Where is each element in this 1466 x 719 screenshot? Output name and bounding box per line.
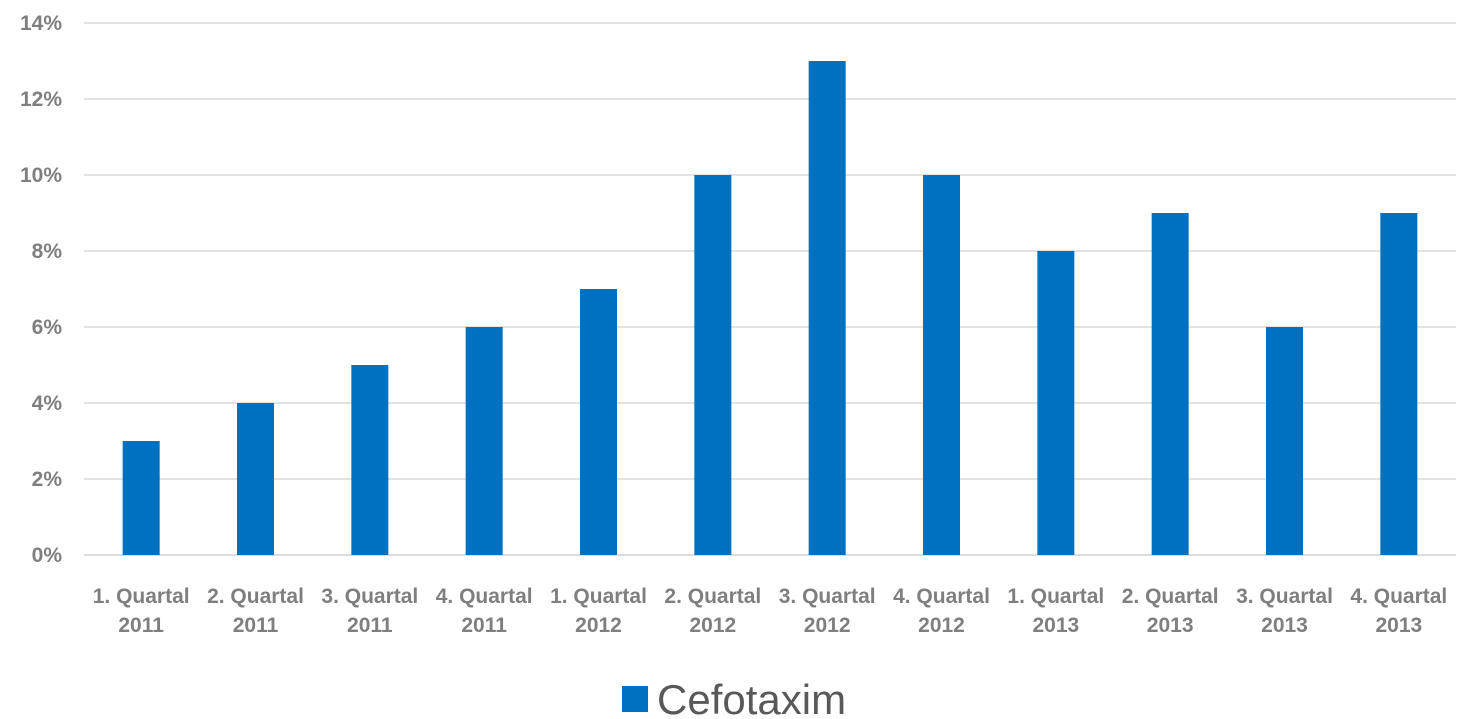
x-tick-label: 2013 bbox=[1375, 614, 1422, 637]
x-tick-label: 2. Quartal bbox=[207, 585, 304, 608]
x-tick-label: 4. Quartal bbox=[1350, 585, 1447, 608]
x-tick-label: 1. Quartal bbox=[550, 585, 647, 608]
x-tick-label: 4. Quartal bbox=[436, 585, 533, 608]
bar-8[interactable] bbox=[923, 175, 960, 555]
y-tick-label: 2% bbox=[32, 468, 63, 491]
x-tick-label: 2012 bbox=[689, 614, 736, 637]
bar-10[interactable] bbox=[1151, 213, 1189, 555]
y-tick-label: 8% bbox=[32, 240, 63, 263]
x-tick-label: 2. Quartal bbox=[664, 585, 761, 608]
y-tick-label: 12% bbox=[20, 88, 62, 111]
y-tick-label: 0% bbox=[32, 544, 63, 567]
y-tick-label: 6% bbox=[32, 316, 63, 339]
y-tick-label: 10% bbox=[20, 164, 62, 187]
x-tick-label: 2013 bbox=[1147, 614, 1194, 637]
x-tick-label: 2012 bbox=[575, 614, 622, 637]
bar-4[interactable] bbox=[465, 327, 503, 555]
bar-11[interactable] bbox=[1266, 327, 1303, 555]
y-tick-label: 14% bbox=[20, 12, 62, 35]
bar-3[interactable] bbox=[351, 365, 389, 555]
bar-7[interactable] bbox=[808, 61, 846, 555]
bar-6[interactable] bbox=[694, 175, 732, 555]
x-tick-label: 3. Quartal bbox=[1236, 585, 1333, 608]
bar-1[interactable] bbox=[122, 441, 160, 555]
x-tick-label: 2011 bbox=[233, 614, 279, 637]
y-axis-tick-labels: 0% 2% 4% 6% 8% 10% 12% 14% bbox=[20, 12, 62, 567]
x-tick-label: 2013 bbox=[1261, 614, 1308, 637]
legend-swatch bbox=[622, 686, 648, 712]
legend: Cefotaxim bbox=[622, 676, 846, 719]
x-tick-label: 2011 bbox=[347, 614, 393, 637]
legend-label: Cefotaxim bbox=[657, 676, 846, 719]
bar-2[interactable] bbox=[237, 403, 274, 555]
x-tick-label: 3. Quartal bbox=[779, 585, 876, 608]
x-tick-label: 2011 bbox=[118, 614, 164, 637]
x-tick-label: 2013 bbox=[1032, 614, 1079, 637]
x-tick-label: 2012 bbox=[804, 614, 851, 637]
bar-12[interactable] bbox=[1380, 213, 1418, 555]
x-tick-label: 2012 bbox=[918, 614, 965, 637]
x-tick-label: 1. Quartal bbox=[93, 585, 190, 608]
x-tick-label: 2011 bbox=[461, 614, 507, 637]
x-tick-label: 1. Quartal bbox=[1007, 585, 1104, 608]
x-tick-label: 4. Quartal bbox=[893, 585, 990, 608]
y-tick-label: 4% bbox=[32, 392, 63, 415]
bar-5[interactable] bbox=[580, 289, 617, 555]
x-tick-label: 3. Quartal bbox=[321, 585, 418, 608]
x-tick-label: 2. Quartal bbox=[1122, 585, 1219, 608]
gridlines bbox=[84, 22, 1456, 556]
x-axis-category-labels: 1. Quartal 2011 2. Quartal 2011 3. Quartal 20… bbox=[93, 585, 1448, 637]
bars bbox=[122, 61, 1418, 555]
bar-9[interactable] bbox=[1037, 251, 1075, 555]
